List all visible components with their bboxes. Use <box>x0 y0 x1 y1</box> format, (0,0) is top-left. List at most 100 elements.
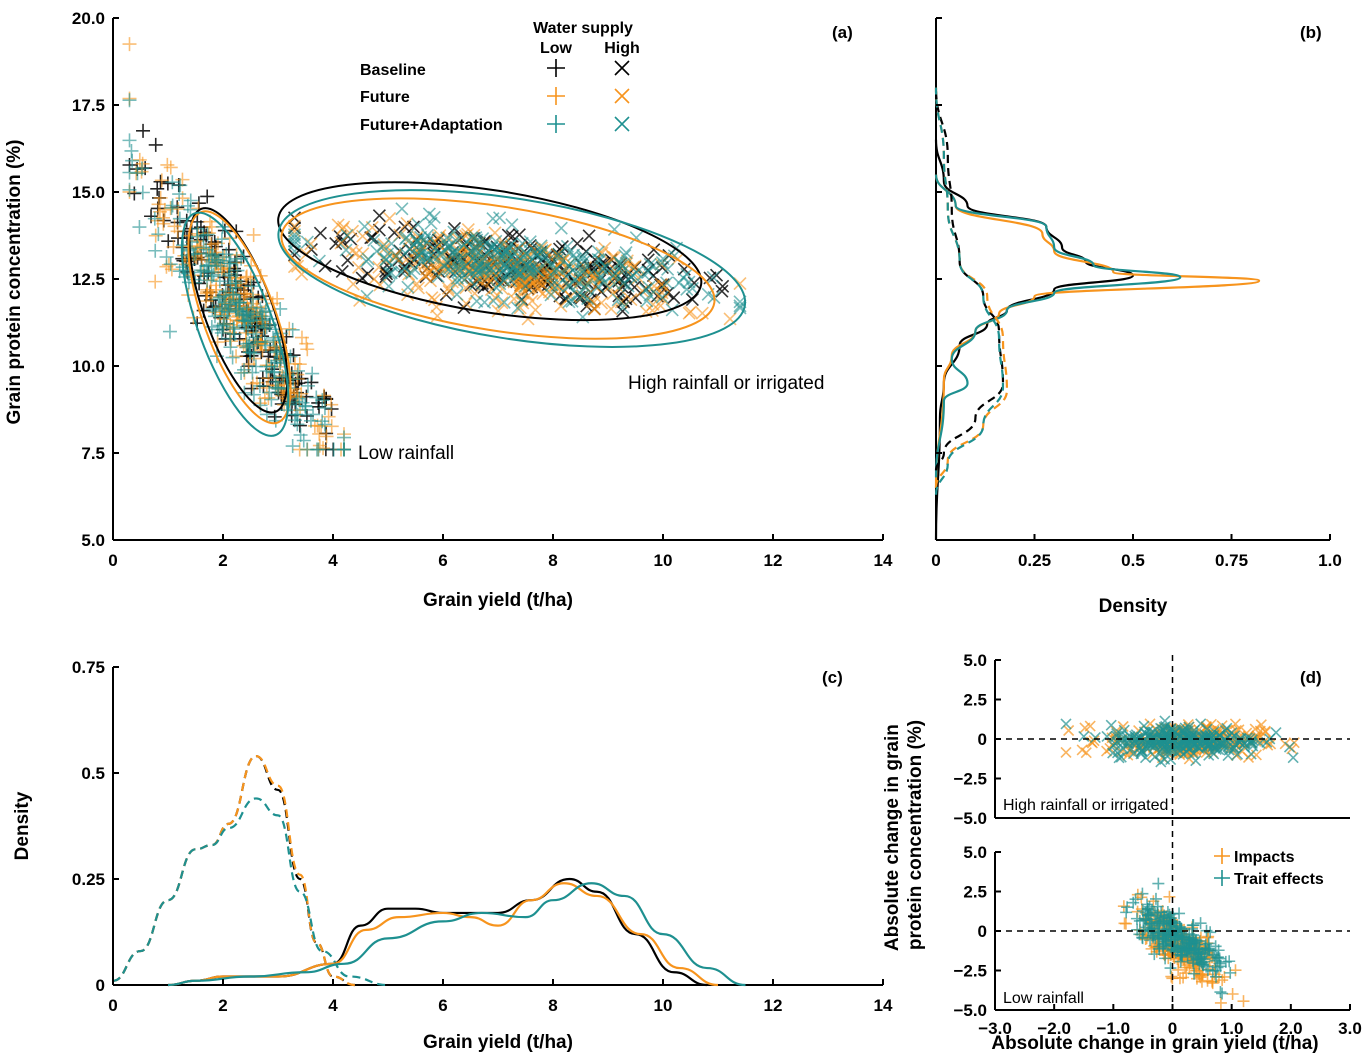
scatter-point-low <box>148 243 163 258</box>
scatter-point-high <box>552 251 566 265</box>
panel-c-density-lines <box>112 754 746 987</box>
scatter-point-high <box>733 276 747 291</box>
scatter-point-high <box>376 239 390 253</box>
scatter-point-low <box>153 174 168 189</box>
scatter-point-low <box>285 322 300 337</box>
x-tick-label: 0 <box>108 551 117 570</box>
scatter-point-high <box>1164 723 1177 736</box>
scatter-point-high <box>367 233 381 247</box>
scatter-point-low <box>162 324 177 339</box>
scatter-point-high <box>336 222 350 236</box>
scatter-point-high <box>639 283 653 297</box>
scatter-point-low <box>1213 952 1226 965</box>
scatter-point-high <box>1264 733 1276 745</box>
scatter-point-high <box>412 248 426 262</box>
scatter-point-high <box>410 277 424 291</box>
x-tick-label: 2.0 <box>1279 1019 1303 1038</box>
panel-a-y-axis-label: Grain protein concentration (%) <box>4 139 25 424</box>
scatter-point-low <box>246 387 261 402</box>
scatter-point-low <box>300 378 315 393</box>
scatter-point-low <box>151 227 166 242</box>
legend-plus-marker <box>547 87 565 105</box>
scatter-point-low <box>286 348 301 363</box>
y-tick-label: 7.5 <box>81 444 105 463</box>
legend-row-baseline: Baseline <box>360 62 426 79</box>
scatter-point-high <box>411 218 425 232</box>
density-line <box>112 797 389 987</box>
scatter-point-high <box>518 279 533 293</box>
scatter-point-high <box>287 224 302 238</box>
scatter-point-high <box>1159 740 1171 752</box>
scatter-point-high <box>1187 747 1200 760</box>
scatter-point-low <box>132 152 147 167</box>
scatter-point-low <box>1177 971 1190 984</box>
scatter-point-low <box>1208 949 1221 962</box>
panel-a-legend: Water supply Low High Baseline Future Fu… <box>360 20 640 134</box>
scatter-point-low <box>199 286 214 301</box>
scatter-point-high <box>1125 743 1137 755</box>
annotation-high-rainfall: High rainfall or irrigated <box>628 373 824 394</box>
scatter-point-high <box>576 289 590 303</box>
scatter-point-high <box>682 275 696 289</box>
scatter-point-low <box>208 304 223 319</box>
scatter-point-high <box>1134 741 1146 753</box>
legend-title: Water supply <box>533 20 633 37</box>
x-tick-label: 4 <box>328 551 338 570</box>
panel-b-x-axis-label: Density <box>1099 596 1168 617</box>
scatter-point-low <box>217 308 232 323</box>
scatter-point-low <box>1196 958 1209 971</box>
scatter-point-low <box>290 363 305 378</box>
scatter-point-low <box>1175 931 1188 944</box>
scatter-point-low <box>208 252 223 267</box>
y-tick-label: 17.5 <box>72 96 105 115</box>
scatter-point-low <box>199 258 214 273</box>
scatter-point-low <box>213 259 228 274</box>
scatter-point-low <box>159 250 174 265</box>
scatter-point-high <box>450 287 464 301</box>
scatter-point-high <box>572 276 586 290</box>
scatter-point-low <box>270 353 285 368</box>
scatter-point-low <box>271 382 286 397</box>
scatter-point-high <box>1149 751 1161 763</box>
scatter-point-high <box>381 247 395 261</box>
scatter-point-high <box>304 237 318 251</box>
scatter-point-high <box>706 270 720 284</box>
scatter-point-low <box>196 240 211 255</box>
scatter-point-high <box>661 262 675 276</box>
scatter-point-low <box>1150 945 1163 958</box>
scatter-point-low <box>244 279 259 294</box>
scatter-point-low <box>303 413 318 428</box>
scatter-point-high <box>614 256 628 270</box>
scatter-point-low <box>163 160 178 175</box>
scatter-point-high <box>457 260 472 274</box>
scatter-point-high <box>550 278 564 293</box>
x-tick-label: −1.0 <box>1097 1019 1131 1038</box>
scatter-point-low <box>337 442 351 457</box>
scatter-point-high <box>300 235 314 249</box>
legend-markers <box>547 59 630 133</box>
legend-row-adaptation: Future+Adaptation <box>360 117 503 134</box>
scatter-point-low <box>246 346 261 361</box>
scatter-point-high <box>629 265 644 279</box>
scatter-point-low <box>268 380 283 395</box>
scatter-point-high <box>1116 734 1128 746</box>
x-tick-label: 12 <box>764 551 783 570</box>
scatter-point-high <box>562 295 576 309</box>
scatter-point-high <box>550 262 564 276</box>
scatter-point-high <box>733 301 747 315</box>
scatter-point-low <box>1144 934 1157 947</box>
scatter-point-high <box>504 274 518 288</box>
scatter-point-low <box>1144 909 1157 922</box>
scatter-point-low <box>1164 916 1177 929</box>
scatter-point-high <box>563 278 577 293</box>
scatter-point-high <box>339 243 353 257</box>
panel-d-top-annotation: High rainfall or irrigated <box>1003 797 1168 814</box>
y-tick-label: 0.5 <box>81 764 105 783</box>
scatter-point-high <box>352 260 366 275</box>
scatter-point-high <box>1255 719 1267 731</box>
scatter-point-low <box>285 439 300 454</box>
scatter-point-low <box>235 307 250 322</box>
scatter-point-high <box>1105 719 1117 731</box>
scatter-point-low <box>154 173 169 188</box>
scatter-point-high <box>497 257 512 271</box>
